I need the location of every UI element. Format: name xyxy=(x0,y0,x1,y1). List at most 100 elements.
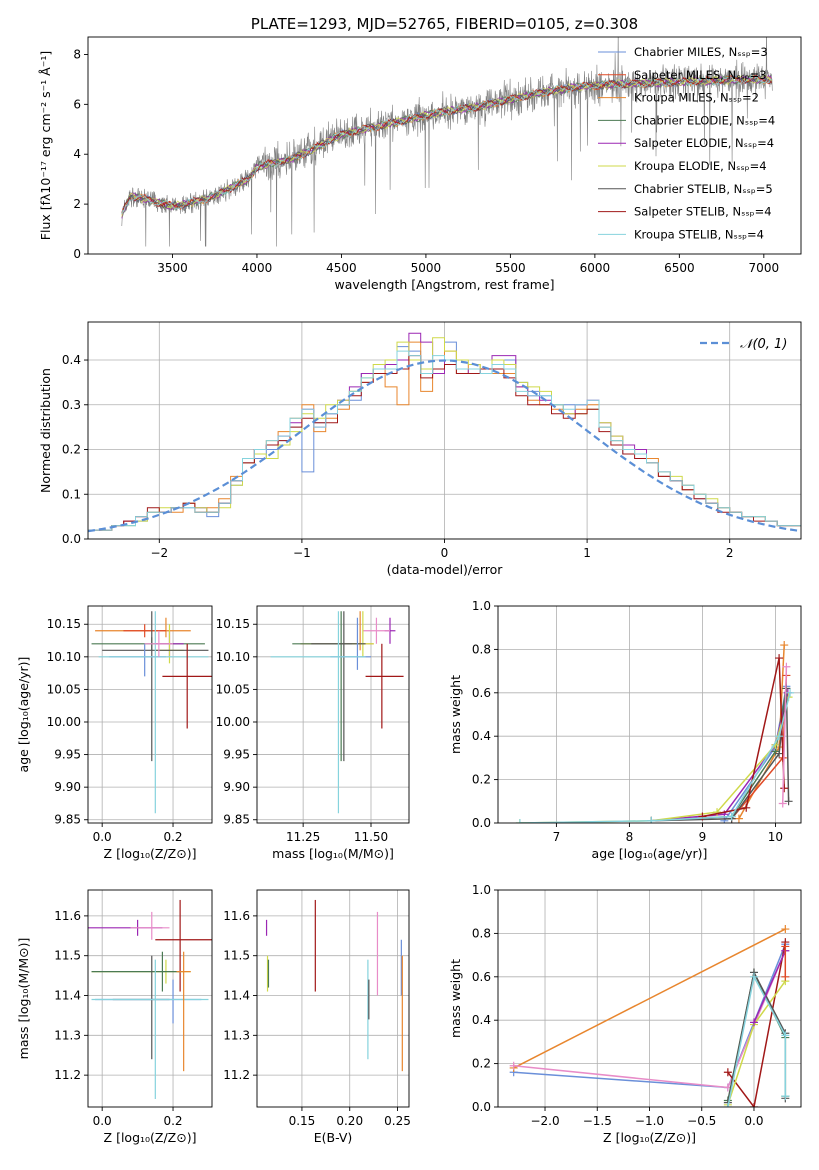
x-tick-label: 0.0 xyxy=(93,1114,112,1128)
y-tick-label: 0.2 xyxy=(472,1057,491,1071)
plot-area-spectrum xyxy=(121,37,773,247)
y-tick-label: 10.05 xyxy=(216,682,250,696)
y-tick-label: 0.0 xyxy=(472,816,491,830)
x-tick-label: 2 xyxy=(726,546,734,560)
weight-marker xyxy=(775,732,784,741)
legend-label: Kroupa MILES, Nₛₛₚ=2 xyxy=(634,91,759,105)
y-tick-label: 11.2 xyxy=(223,1068,250,1082)
errorbar-point-9 xyxy=(144,630,174,657)
legend-label: 𝒩(0, 1) xyxy=(740,337,787,352)
y-axis-label: Normed distribution xyxy=(38,368,53,493)
x-axis-label: (data-model)/error xyxy=(387,562,504,577)
y-tick-label: 10.00 xyxy=(216,715,250,729)
x-tick-label: 5500 xyxy=(495,261,526,275)
panel-spectrum: Chabrier MILES, Nₛₛₚ=3 Salpeter MILES, Nₛ… xyxy=(38,15,802,292)
x-tick-label: 3500 xyxy=(157,261,188,275)
plot-area-mass-vs-EBV xyxy=(257,890,409,1107)
errorbar-point-0 xyxy=(95,617,191,638)
errorbar-point-8 xyxy=(365,643,404,729)
errorbar-point-7 xyxy=(270,611,366,814)
weight-marker xyxy=(781,972,790,981)
y-tick-label: 0.4 xyxy=(472,1013,491,1027)
legend-label: Chabrier STELIB, Nₛₛₚ=5 xyxy=(634,182,773,196)
plot-area-residuals xyxy=(88,322,801,539)
y-tick-label: 10.05 xyxy=(47,682,81,696)
legend: Chabrier MILES, Nₛₛₚ=3 Salpeter MILES, Nₛ… xyxy=(598,45,775,241)
model-line-6 xyxy=(121,74,772,215)
y-tick-label: 10.00 xyxy=(47,715,81,729)
y-axis-label: Flux [fλ10⁻¹⁷ erg cm⁻² s⁻¹ Å⁻¹] xyxy=(38,51,53,240)
x-tick-label: 0.15 xyxy=(289,1114,316,1128)
y-tick-label: 0.4 xyxy=(62,353,81,367)
legend-label: Chabrier MILES, Nₛₛₚ=3 xyxy=(634,45,768,59)
weight-line-8 xyxy=(519,692,791,823)
legend-label: Chabrier ELODIE, Nₛₛₚ=4 xyxy=(634,113,775,127)
weight-marker xyxy=(713,808,722,817)
x-tick-label: 7000 xyxy=(749,261,780,275)
weight-marker xyxy=(782,662,791,671)
weight-marker xyxy=(515,819,524,823)
panel-mass-vs-EBV: 0.15 0.20 0.25 11.2 11.3 11.4 11.5 11.6 E(B-V) xyxy=(223,889,411,1145)
y-tick-label: 1.0 xyxy=(472,883,491,897)
errorbar-point-7 xyxy=(98,611,209,814)
x-axis-label: E(B-V) xyxy=(314,1130,353,1145)
weight-marker xyxy=(784,797,793,806)
x-tick-label: 9 xyxy=(699,830,707,844)
y-tick-label: 0.1 xyxy=(62,487,81,501)
y-tick-label: 0.8 xyxy=(472,642,491,656)
x-tick-label: −1 xyxy=(293,546,311,560)
y-tick-label: 11.5 xyxy=(54,949,81,963)
x-tick-label: 0.0 xyxy=(744,1114,763,1128)
y-tick-label: 0.8 xyxy=(472,926,491,940)
weight-line-5 xyxy=(727,980,786,1106)
weight-line-4 xyxy=(727,941,787,1107)
y-tick-label: 11.6 xyxy=(223,909,250,923)
weight-marker xyxy=(775,654,784,663)
legend-label: Salpeter MILES, Nₛₛₚ=3 xyxy=(634,68,767,82)
errorbar-point-6 xyxy=(109,643,166,677)
weight-line-9 xyxy=(781,666,788,804)
weight-marker xyxy=(775,749,784,758)
weight-line-1 xyxy=(513,928,786,1069)
x-tick-label: 1 xyxy=(583,546,591,560)
panel-residuals: 𝒩(0, 1) −2 −1 0 1 2 0.0 0.1 0.2 0.3 0.4 (data-model… xyxy=(38,321,802,577)
y-axis-label: mass weight xyxy=(448,959,463,1038)
model-line-7 xyxy=(121,74,772,213)
weight-marker xyxy=(781,942,790,951)
weight-marker xyxy=(698,812,707,821)
x-tick-label: −1.5 xyxy=(583,1114,612,1128)
weight-line-3 xyxy=(727,970,787,1101)
y-tick-label: 0.2 xyxy=(472,773,491,787)
x-tick-label: −2 xyxy=(150,546,168,560)
y-tick-label: 0 xyxy=(73,247,81,261)
x-tick-label: 0.25 xyxy=(384,1114,411,1128)
weight-marker xyxy=(780,641,789,650)
errorbar-point-4 xyxy=(91,951,181,992)
y-tick-label: 8 xyxy=(73,47,81,61)
errorbar-point-6 xyxy=(95,979,202,1024)
legend-label: Kroupa STELIB, Nₛₛₚ=4 xyxy=(634,227,764,241)
y-tick-label: 0.6 xyxy=(472,686,491,700)
errorbar-point-8 xyxy=(176,951,191,1072)
weight-marker xyxy=(723,1103,732,1107)
x-tick-label: 10 xyxy=(768,830,783,844)
x-tick-label: 8 xyxy=(626,830,634,844)
plot-area-massweight-vs-age xyxy=(498,606,801,823)
x-tick-label: 11.25 xyxy=(286,830,320,844)
x-tick-label: 6500 xyxy=(664,261,695,275)
y-tick-label: 11.4 xyxy=(223,989,250,1003)
y-tick-label: 0.0 xyxy=(472,1100,491,1114)
errorbar-point-1 xyxy=(130,911,170,940)
panel-mass-vs-Z: 0.0 0.2 11.2 11.3 11.4 11.5 11.6 Z [log₁₀(Z/Z⊙)… xyxy=(16,889,213,1145)
axes-frame xyxy=(87,36,802,255)
axes-frame xyxy=(497,605,802,824)
legend: 𝒩(0, 1) xyxy=(700,337,787,352)
plot-area-mass-vs-Z xyxy=(88,890,212,1107)
y-tick-label: 10.15 xyxy=(47,617,81,631)
weight-marker xyxy=(781,1031,790,1040)
x-axis-label: mass [log₁₀(M/M⊙)] xyxy=(272,846,394,861)
y-tick-label: 11.4 xyxy=(54,989,81,1003)
weight-marker xyxy=(749,1018,758,1027)
y-tick-label: 9.90 xyxy=(223,780,250,794)
